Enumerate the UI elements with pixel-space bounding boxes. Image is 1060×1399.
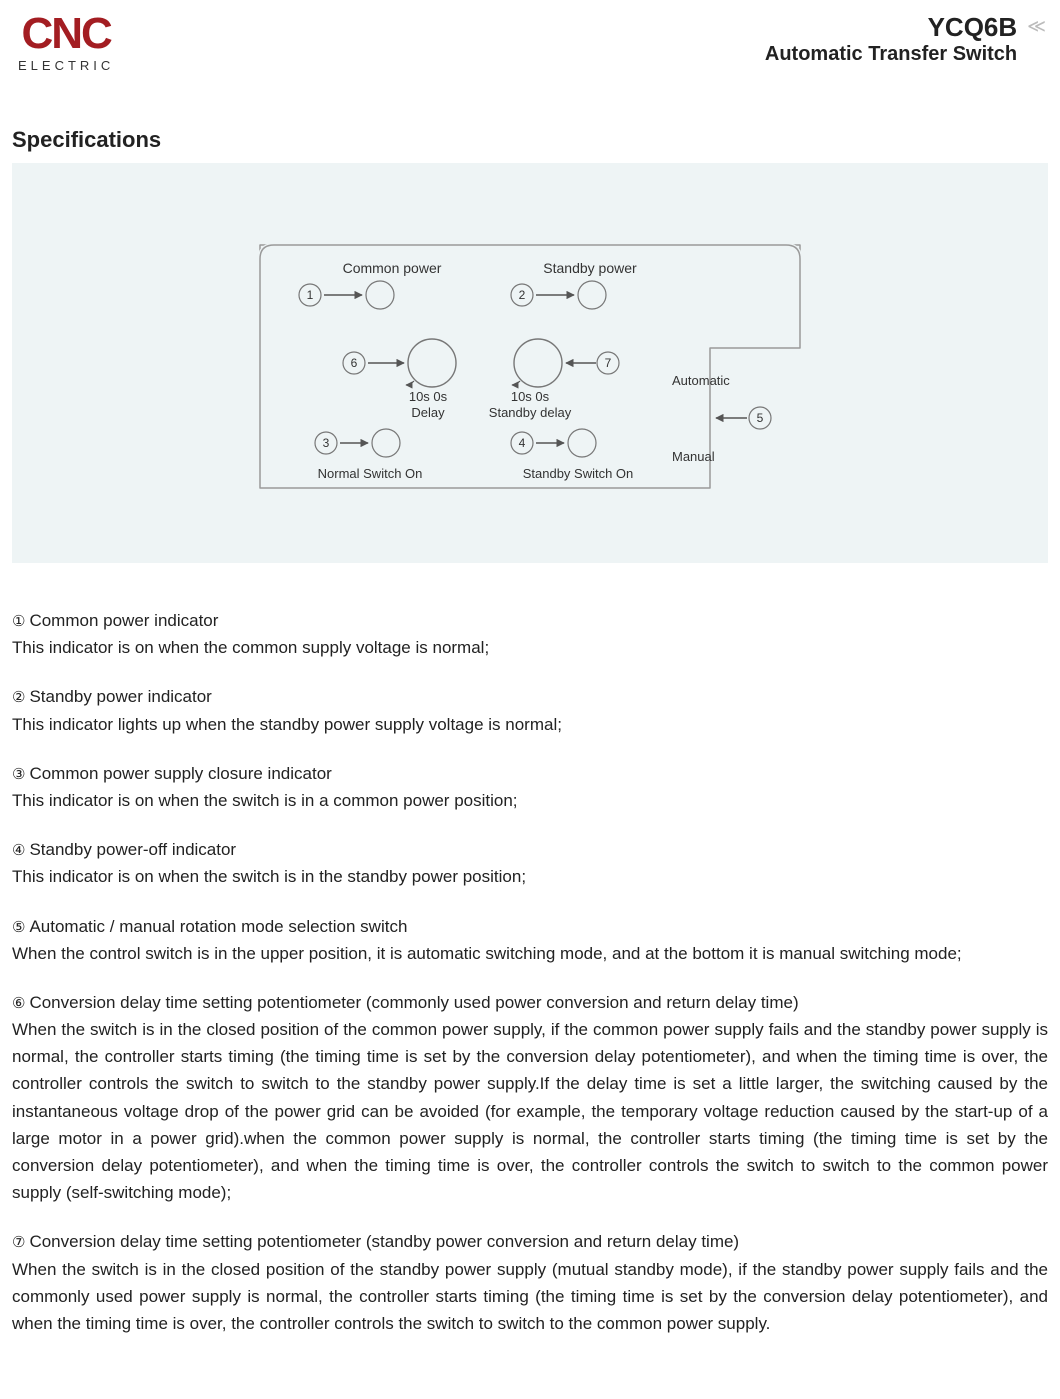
desc-body: This indicator is on when the switch is … bbox=[12, 863, 1048, 890]
desc-num: ③ bbox=[12, 763, 25, 787]
desc-item: ④Standby power-off indicator This indica… bbox=[12, 836, 1048, 890]
svg-text:10s 0s: 10s 0s bbox=[409, 389, 448, 404]
svg-text:10s 0s: 10s 0s bbox=[511, 389, 550, 404]
page-header: CNC ELECTRIC YCQ6B Automatic Transfer Sw… bbox=[12, 12, 1048, 77]
desc-item: ⑥Conversion delay time setting potentiom… bbox=[12, 989, 1048, 1207]
desc-body: When the switch is in the closed positio… bbox=[12, 1016, 1048, 1206]
svg-text:2: 2 bbox=[519, 288, 526, 302]
indicator-normal-on bbox=[372, 429, 400, 457]
desc-title-text: Standby power-off indicator bbox=[29, 840, 236, 859]
svg-text:Normal Switch On: Normal Switch On bbox=[318, 466, 423, 481]
svg-text:3: 3 bbox=[323, 436, 330, 450]
product-subtitle: Automatic Transfer Switch bbox=[765, 43, 1017, 66]
desc-num: ⑤ bbox=[12, 916, 25, 940]
desc-num: ⑥ bbox=[12, 992, 25, 1016]
svg-text:Delay: Delay bbox=[411, 405, 445, 420]
indicator-standby-on bbox=[568, 429, 596, 457]
nav-arrows-icon: ≪ bbox=[1027, 16, 1042, 37]
desc-title-text: Standby power indicator bbox=[29, 687, 211, 706]
dial-standby-delay bbox=[514, 339, 562, 387]
node-7: 7 10s 0s Standby delay bbox=[489, 339, 619, 420]
desc-title-text: Common power indicator bbox=[29, 611, 218, 630]
desc-item: ②Standby power indicator This indicator … bbox=[12, 683, 1048, 737]
label-standby-power: Standby power bbox=[543, 260, 637, 276]
svg-text:6: 6 bbox=[351, 356, 358, 370]
desc-item: ③Common power supply closure indicator T… bbox=[12, 760, 1048, 814]
desc-body: This indicator is on when the common sup… bbox=[12, 634, 1048, 661]
title-block: YCQ6B Automatic Transfer Switch ≪ bbox=[765, 12, 1042, 66]
node-1: 1 bbox=[299, 281, 394, 309]
node-4: 4 Standby Switch On bbox=[511, 429, 633, 481]
svg-text:Automatic: Automatic bbox=[672, 373, 730, 388]
logo-block: CNC ELECTRIC bbox=[18, 12, 114, 73]
diagram-panel: Common power Standby power 1 2 6 10s 0s … bbox=[12, 163, 1048, 563]
desc-item: ①Common power indicator This indicator i… bbox=[12, 607, 1048, 661]
desc-num: ⑦ bbox=[12, 1231, 25, 1255]
svg-text:Manual: Manual bbox=[672, 449, 715, 464]
desc-title-text: Automatic / manual rotation mode selecti… bbox=[29, 917, 407, 936]
logo-main: CNC bbox=[21, 12, 110, 56]
node-6: 6 10s 0s Delay bbox=[343, 339, 456, 420]
label-common-power: Common power bbox=[343, 260, 442, 276]
desc-body: This indicator is on when the switch is … bbox=[12, 787, 1048, 814]
controller-diagram: Common power Standby power 1 2 6 10s 0s … bbox=[240, 233, 820, 493]
section-title: Specifications bbox=[12, 127, 1048, 153]
desc-num: ④ bbox=[12, 839, 25, 863]
enclosure-outline bbox=[260, 245, 800, 488]
svg-text:5: 5 bbox=[757, 411, 764, 425]
model-name: YCQ6B bbox=[928, 12, 1018, 43]
logo-sub: ELECTRIC bbox=[18, 58, 114, 73]
svg-text:Standby Switch On: Standby Switch On bbox=[523, 466, 634, 481]
node-5: Automatic Manual 5 bbox=[672, 373, 771, 464]
svg-text:7: 7 bbox=[605, 356, 612, 370]
svg-text:4: 4 bbox=[519, 436, 526, 450]
desc-body: When the control switch is in the upper … bbox=[12, 940, 1048, 967]
desc-body: This indicator lights up when the standb… bbox=[12, 711, 1048, 738]
desc-title-text: Conversion delay time setting potentiome… bbox=[29, 993, 798, 1012]
dial-delay bbox=[408, 339, 456, 387]
desc-title-text: Common power supply closure indicator bbox=[29, 764, 331, 783]
desc-title-text: Conversion delay time setting potentiome… bbox=[29, 1232, 739, 1251]
indicator-common-power bbox=[366, 281, 394, 309]
desc-num: ① bbox=[12, 610, 25, 634]
desc-item: ⑤Automatic / manual rotation mode select… bbox=[12, 913, 1048, 967]
node-3: 3 Normal Switch On bbox=[315, 429, 422, 481]
svg-text:Standby delay: Standby delay bbox=[489, 405, 572, 420]
desc-num: ② bbox=[12, 686, 25, 710]
svg-text:1: 1 bbox=[307, 288, 314, 302]
descriptions-list: ①Common power indicator This indicator i… bbox=[12, 607, 1048, 1337]
desc-body: When the switch is in the closed positio… bbox=[12, 1256, 1048, 1338]
node-2: 2 bbox=[511, 281, 606, 309]
indicator-standby-power bbox=[578, 281, 606, 309]
desc-item: ⑦Conversion delay time setting potentiom… bbox=[12, 1228, 1048, 1337]
